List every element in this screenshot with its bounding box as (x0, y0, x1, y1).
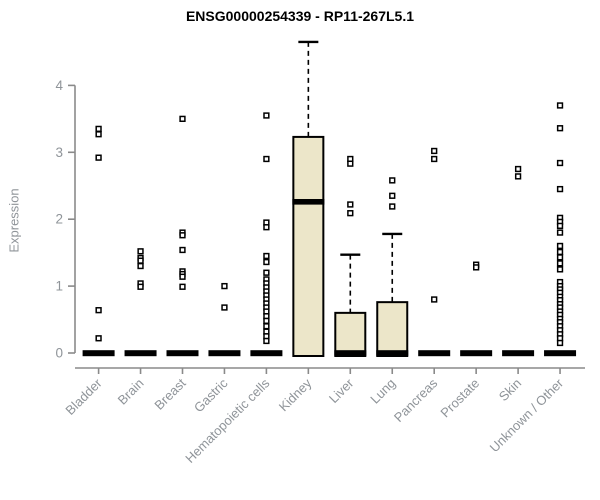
outlier-point-liver (347, 201, 354, 208)
outlier-point-unknown-other (556, 242, 564, 250)
outlier-point-liver (347, 160, 354, 167)
x-tick-label-brain: Brain (115, 376, 147, 408)
outlier-point-lung (389, 177, 396, 184)
outlier-point-hematopoietic-cells (263, 155, 270, 163)
x-tick-label-gastric: Gastric (191, 375, 231, 415)
chart-title: ENSG00000254339 - RP11-267L5.1 (185, 8, 415, 24)
box-kidney (292, 135, 325, 357)
outlier-point-bladder (95, 131, 102, 138)
outlier-point-brain (137, 248, 144, 255)
y-tick-label-1: 1 (55, 279, 63, 294)
x-tick-label-prostate: Prostate (437, 376, 482, 421)
outlier-point-pancreas (431, 155, 438, 163)
outlier-point-unknown-other (556, 254, 564, 261)
y-axis-title: Expression (6, 188, 22, 253)
box-liver (334, 311, 367, 357)
outlier-point-hematopoietic-cells (263, 337, 270, 345)
box-collapsed-hematopoietic-cells (250, 350, 283, 357)
outlier-point-lung (389, 203, 396, 210)
box-collapsed-skin (502, 350, 535, 357)
x-tick-label-lung: Lung (367, 376, 398, 407)
box-collapsed-brain (124, 350, 157, 357)
outlier-point-breast (179, 232, 186, 239)
outlier-point-bladder (95, 125, 102, 133)
outlier-point-gastric (221, 282, 228, 290)
outlier-point-brain (137, 262, 144, 270)
outlier-point-hematopoietic-cells (263, 269, 270, 276)
y-tick-label-3: 3 (55, 145, 63, 160)
outlier-point-skin (514, 165, 522, 173)
box-collapsed-breast (166, 350, 199, 357)
outlier-point-prostate (473, 264, 480, 271)
outlier-point-breast (179, 246, 186, 254)
outlier-point-hematopoietic-cells (263, 323, 270, 330)
x-tick-label-unknown-other: Unknown / Other (487, 375, 567, 455)
outlier-point-gastric (221, 304, 228, 311)
outlier-point-brain (137, 257, 144, 264)
box-collapsed-gastric (208, 350, 241, 357)
median-line-liver (334, 350, 367, 356)
box-lung (376, 301, 409, 358)
outlier-point-unknown-other (556, 229, 564, 236)
outlier-point-hematopoietic-cells (263, 224, 270, 231)
x-tick-label-liver: Liver (326, 375, 357, 406)
median-line-kidney (292, 199, 325, 205)
outlier-point-liver (347, 210, 354, 217)
x-tick-label-breast: Breast (151, 375, 188, 412)
outlier-point-skin (514, 173, 522, 180)
outlier-point-breast (179, 273, 186, 280)
outlier-point-bladder (95, 154, 102, 161)
box-collapsed-prostate (460, 350, 493, 357)
x-tick-label-kidney: Kidney (276, 375, 315, 414)
outlier-point-pancreas (431, 147, 438, 155)
outlier-point-bladder (95, 335, 102, 342)
y-tick-label-0: 0 (55, 346, 63, 361)
outlier-point-unknown-other (556, 248, 564, 256)
outlier-point-hematopoietic-cells (263, 112, 270, 119)
outlier-point-unknown-other (556, 185, 564, 193)
y-tick-label-2: 2 (55, 212, 63, 227)
x-tick-label-pancreas: Pancreas (391, 375, 441, 425)
box-collapsed-unknown-other (544, 350, 577, 357)
outlier-point-unknown-other (556, 266, 564, 273)
outlier-point-breast (179, 115, 186, 122)
outlier-point-breast (179, 283, 186, 290)
x-tick-label-skin: Skin (496, 376, 524, 404)
outlier-point-bladder (95, 307, 102, 314)
outlier-point-unknown-other (556, 125, 564, 132)
box-collapsed-bladder (82, 350, 115, 357)
outlier-point-hematopoietic-cells (263, 317, 270, 325)
outlier-point-unknown-other (556, 102, 564, 109)
x-tick-label-bladder: Bladder (62, 375, 105, 418)
outlier-point-pancreas (431, 296, 438, 303)
box-collapsed-pancreas (418, 350, 451, 357)
outlier-point-lung (389, 192, 396, 199)
outlier-point-unknown-other (556, 260, 564, 267)
median-line-lung (376, 350, 409, 356)
outlier-point-hematopoietic-cells (263, 252, 270, 260)
outlier-point-unknown-other (556, 222, 564, 230)
outlier-point-unknown-other (556, 339, 564, 347)
y-tick-label-4: 4 (55, 78, 63, 93)
outlier-point-unknown-other (556, 159, 564, 167)
outlier-point-hematopoietic-cells (263, 258, 270, 266)
outlier-point-brain (137, 283, 144, 290)
